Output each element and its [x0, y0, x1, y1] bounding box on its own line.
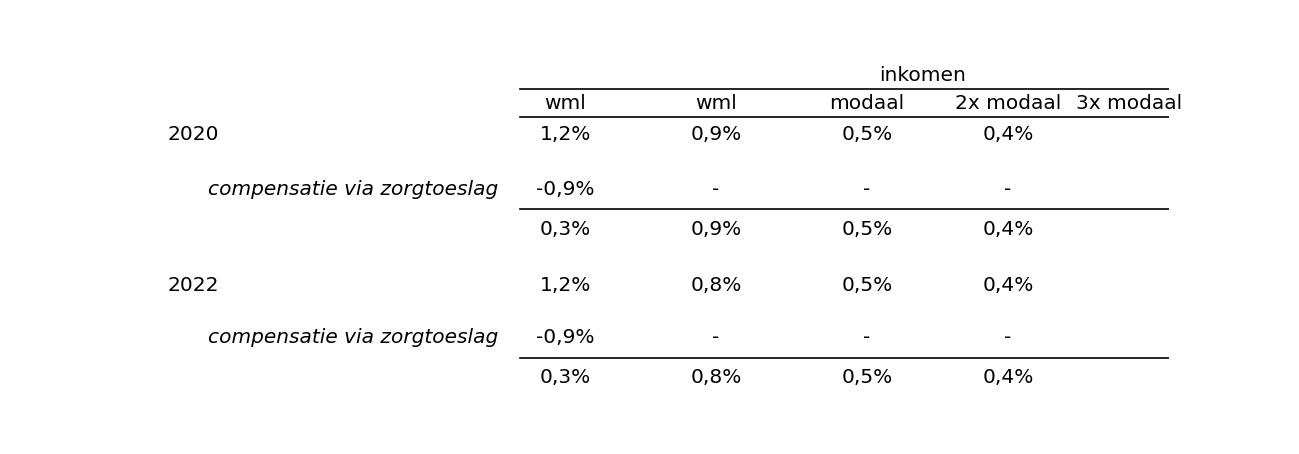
Text: 3x modaal: 3x modaal	[1076, 94, 1182, 113]
Text: -: -	[1004, 328, 1012, 347]
Text: 0,3%: 0,3%	[539, 368, 591, 387]
Text: wml: wml	[544, 94, 586, 113]
Text: 0,9%: 0,9%	[691, 220, 742, 239]
Text: 2x modaal: 2x modaal	[955, 94, 1061, 113]
Text: 0,5%: 0,5%	[842, 276, 892, 295]
Text: 0,8%: 0,8%	[690, 368, 742, 387]
Text: -: -	[1004, 180, 1012, 198]
Text: 0,3%: 0,3%	[539, 220, 591, 239]
Text: 0,8%: 0,8%	[690, 276, 742, 295]
Text: -0,9%: -0,9%	[535, 328, 595, 347]
Text: 0,4%: 0,4%	[982, 368, 1034, 387]
Text: compensatie via zorgtoeslag: compensatie via zorgtoeslag	[208, 328, 498, 347]
Text: 0,4%: 0,4%	[982, 125, 1034, 144]
Text: 0,5%: 0,5%	[842, 220, 892, 239]
Text: compensatie via zorgtoeslag: compensatie via zorgtoeslag	[208, 180, 498, 198]
Text: 0,5%: 0,5%	[842, 125, 892, 144]
Text: -0,9%: -0,9%	[535, 180, 595, 198]
Text: 0,4%: 0,4%	[982, 220, 1034, 239]
Text: -: -	[864, 180, 870, 198]
Text: 2022: 2022	[168, 276, 220, 295]
Text: inkomen: inkomen	[879, 66, 966, 85]
Text: -: -	[712, 328, 720, 347]
Text: -: -	[864, 328, 870, 347]
Text: 0,4%: 0,4%	[982, 276, 1034, 295]
Text: wml: wml	[695, 94, 737, 113]
Text: 2020: 2020	[168, 125, 220, 144]
Text: 1,2%: 1,2%	[539, 125, 591, 144]
Text: 1,2%: 1,2%	[539, 276, 591, 295]
Text: 0,5%: 0,5%	[842, 368, 892, 387]
Text: modaal: modaal	[830, 94, 904, 113]
Text: 0,9%: 0,9%	[691, 125, 742, 144]
Text: -: -	[712, 180, 720, 198]
